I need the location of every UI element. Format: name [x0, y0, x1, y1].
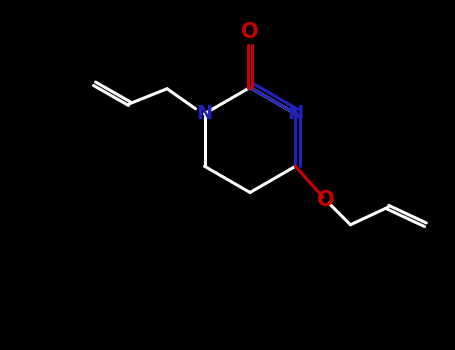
- Text: N: N: [288, 104, 303, 123]
- Text: O: O: [241, 21, 259, 42]
- Text: O: O: [317, 190, 334, 210]
- Text: N: N: [197, 104, 212, 123]
